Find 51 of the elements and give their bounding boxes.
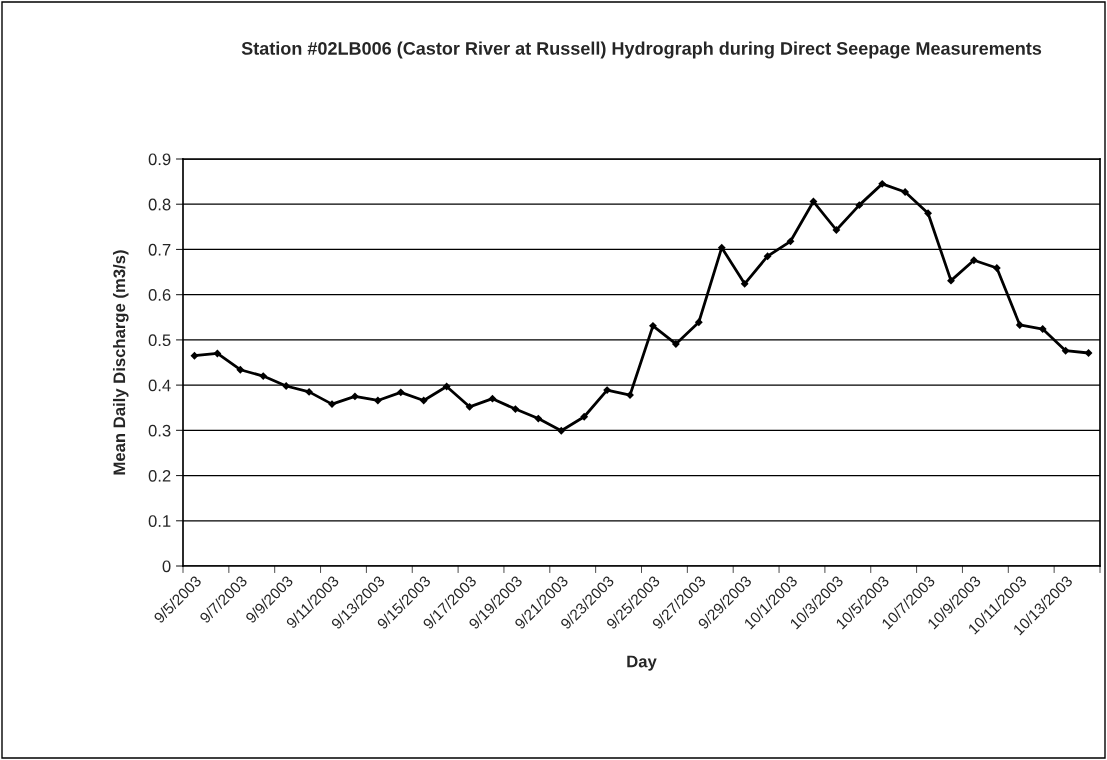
point — [1061, 346, 1070, 355]
point — [878, 179, 887, 188]
point — [855, 201, 864, 210]
point — [488, 394, 497, 403]
point — [671, 340, 680, 348]
y-tick-label: 0.9 — [148, 153, 171, 166]
point — [924, 209, 932, 218]
point — [328, 400, 336, 409]
chart-title: Station #02LB006 (Castor River at Russell) Hydrograph during Direct Seepage Measurements — [241, 41, 1042, 59]
point — [580, 412, 589, 421]
point — [351, 392, 359, 401]
point — [305, 387, 314, 396]
point — [992, 264, 1001, 272]
point — [282, 382, 291, 390]
point — [740, 279, 749, 288]
point — [626, 391, 634, 399]
point — [396, 388, 405, 397]
point — [763, 252, 772, 261]
point — [1084, 349, 1093, 357]
point — [511, 405, 520, 414]
y-tick-label: 0.6 — [148, 289, 171, 301]
y-tick-label: 0.7 — [148, 243, 171, 256]
y-axis-title: Mean Daily Discharge (m3/s) — [112, 250, 129, 475]
point — [1038, 325, 1047, 333]
x-axis-title: Day — [627, 655, 657, 671]
point — [442, 382, 451, 391]
y-tick-label: 0.3 — [148, 424, 171, 437]
point — [190, 351, 199, 360]
point — [1015, 321, 1024, 329]
point — [557, 426, 566, 435]
point — [213, 349, 222, 358]
point — [534, 414, 543, 423]
point — [373, 396, 382, 405]
point — [236, 365, 245, 374]
point — [694, 318, 703, 327]
point — [259, 372, 268, 380]
point — [419, 396, 428, 405]
point — [947, 276, 955, 285]
point — [649, 321, 657, 330]
y-tick-label: 0.2 — [148, 469, 171, 482]
point — [786, 237, 795, 246]
y-tick-label: 0.8 — [148, 198, 171, 211]
point — [969, 256, 978, 265]
y-tick-label: 0 — [162, 560, 171, 573]
point — [901, 188, 910, 196]
point — [832, 226, 841, 234]
point — [603, 386, 612, 395]
point — [465, 402, 474, 411]
y-tick-label: 0.5 — [148, 334, 171, 347]
y-tick-label: 0.1 — [148, 515, 171, 527]
y-tick-label: 0.4 — [148, 379, 171, 392]
